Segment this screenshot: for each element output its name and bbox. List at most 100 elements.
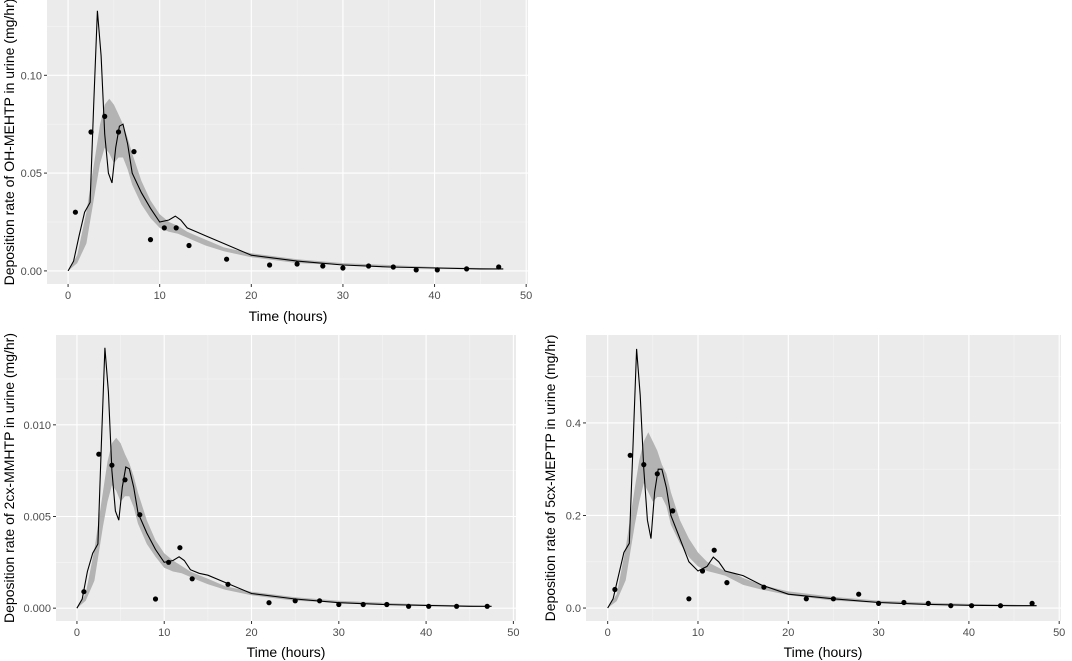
observed-point bbox=[88, 129, 94, 135]
observed-point bbox=[152, 596, 159, 602]
x-axis-ticks: 0 10 20 30 40 50 bbox=[605, 621, 1065, 639]
observed-point bbox=[81, 589, 87, 595]
y-tick-label: 0.000 bbox=[23, 603, 51, 615]
observed-point bbox=[137, 512, 143, 518]
panel-oh-mehtp: 0 10 20 30 40 50 0.00 0.05 0.10 Time (hours) De… bbox=[1, 0, 532, 324]
observed-point bbox=[654, 471, 660, 477]
model-line bbox=[67, 10, 504, 272]
observed-point bbox=[627, 452, 633, 458]
observed-point bbox=[997, 603, 1004, 609]
observed-point bbox=[724, 580, 730, 586]
y-tick-label: 0.00 bbox=[21, 266, 42, 278]
model-line-path bbox=[67, 10, 504, 272]
observed-point bbox=[426, 603, 432, 609]
observed-point bbox=[699, 568, 706, 574]
x-tick-label: 30 bbox=[333, 627, 345, 639]
uncertainty-band bbox=[76, 437, 492, 609]
observed-point bbox=[96, 451, 102, 457]
x-tick-label: 0 bbox=[605, 627, 611, 639]
x-tick-label: 0 bbox=[74, 627, 80, 639]
y-tick-label: 0.0 bbox=[566, 603, 581, 615]
observed-point bbox=[1029, 600, 1035, 607]
x-axis-title: Time (hours) bbox=[784, 644, 863, 660]
observed-point bbox=[484, 603, 490, 609]
y-axis-title: Deposition rate of 2cx-MMHTP in urine (m… bbox=[1, 333, 17, 623]
grid-lines bbox=[586, 335, 1061, 621]
band-area bbox=[76, 437, 492, 609]
observed-point bbox=[224, 256, 230, 262]
x-tick-label: 50 bbox=[507, 627, 519, 639]
observed-point bbox=[612, 586, 618, 593]
observed-point bbox=[856, 591, 862, 597]
observed-point bbox=[969, 603, 975, 609]
model-line-path bbox=[607, 348, 1037, 609]
y-axis-ticks: 0.00 0.05 0.10 bbox=[21, 70, 47, 278]
panel-2cx-mmhtp: 0 10 20 30 40 50 0.000 0.005 0.010 Time (hours)… bbox=[1, 333, 520, 660]
observed-point bbox=[266, 600, 272, 606]
x-axis-title: Time (hours) bbox=[249, 308, 328, 324]
x-tick-label: 30 bbox=[872, 627, 884, 639]
uncertainty-band bbox=[607, 432, 1037, 608]
observed-point bbox=[186, 242, 192, 249]
x-axis-title: Time (hours) bbox=[247, 644, 326, 660]
observed-point bbox=[496, 264, 502, 270]
x-axis-ticks: 0 10 20 30 40 50 bbox=[74, 621, 520, 639]
observed-point bbox=[336, 601, 342, 608]
x-tick-label: 40 bbox=[428, 290, 440, 302]
observed-point bbox=[189, 576, 195, 582]
observed-point bbox=[109, 462, 115, 468]
observed-point bbox=[267, 262, 273, 268]
x-tick-label: 10 bbox=[154, 290, 166, 302]
observed-point bbox=[161, 225, 167, 231]
x-tick-label: 0 bbox=[65, 290, 71, 302]
observed-point bbox=[122, 477, 128, 483]
observed-point bbox=[434, 267, 440, 273]
observed-point bbox=[360, 601, 366, 608]
observed-point bbox=[131, 149, 137, 155]
observed-point bbox=[390, 264, 396, 270]
y-tick-label: 0.10 bbox=[21, 70, 42, 82]
y-tick-label: 0.2 bbox=[566, 510, 581, 522]
observed-point bbox=[413, 267, 419, 273]
y-axis-ticks: 0.0 0.2 0.4 bbox=[566, 418, 586, 615]
y-axis-title: Deposition rate of 5cx-MEPTP in urine (m… bbox=[542, 335, 558, 622]
observed-points bbox=[72, 113, 502, 273]
observed-point bbox=[925, 600, 931, 607]
y-tick-label: 0.005 bbox=[23, 512, 51, 524]
x-tick-label: 40 bbox=[420, 627, 432, 639]
x-tick-label: 30 bbox=[337, 290, 349, 302]
observed-point bbox=[670, 508, 676, 514]
x-tick-label: 20 bbox=[245, 627, 257, 639]
observed-point bbox=[72, 209, 78, 215]
observed-point bbox=[384, 601, 390, 608]
observed-point bbox=[830, 596, 837, 602]
observed-points bbox=[81, 451, 490, 609]
observed-point bbox=[948, 603, 954, 609]
observed-point bbox=[876, 600, 882, 607]
observed-point bbox=[320, 263, 326, 269]
observed-point bbox=[173, 225, 179, 231]
observed-point bbox=[686, 596, 692, 602]
observed-point bbox=[641, 462, 647, 468]
x-tick-label: 50 bbox=[1053, 627, 1065, 639]
observed-point bbox=[225, 581, 231, 587]
model-line bbox=[76, 347, 492, 609]
observed-point bbox=[711, 547, 717, 553]
observed-point bbox=[292, 598, 298, 604]
observed-point bbox=[454, 603, 460, 609]
observed-point bbox=[340, 265, 346, 271]
observed-point bbox=[166, 559, 172, 565]
x-tick-label: 20 bbox=[245, 290, 257, 302]
observed-point bbox=[294, 261, 300, 267]
x-tick-label: 20 bbox=[782, 627, 794, 639]
observed-point bbox=[115, 129, 122, 135]
x-tick-label: 50 bbox=[520, 290, 532, 302]
y-tick-label: 0.4 bbox=[566, 418, 581, 430]
y-axis-ticks: 0.000 0.005 0.010 bbox=[23, 420, 56, 615]
band-area bbox=[607, 432, 1037, 608]
grid-lines bbox=[47, 0, 528, 284]
grid-lines bbox=[56, 335, 516, 621]
y-tick-label: 0.010 bbox=[23, 420, 51, 432]
observed-point bbox=[102, 113, 108, 119]
